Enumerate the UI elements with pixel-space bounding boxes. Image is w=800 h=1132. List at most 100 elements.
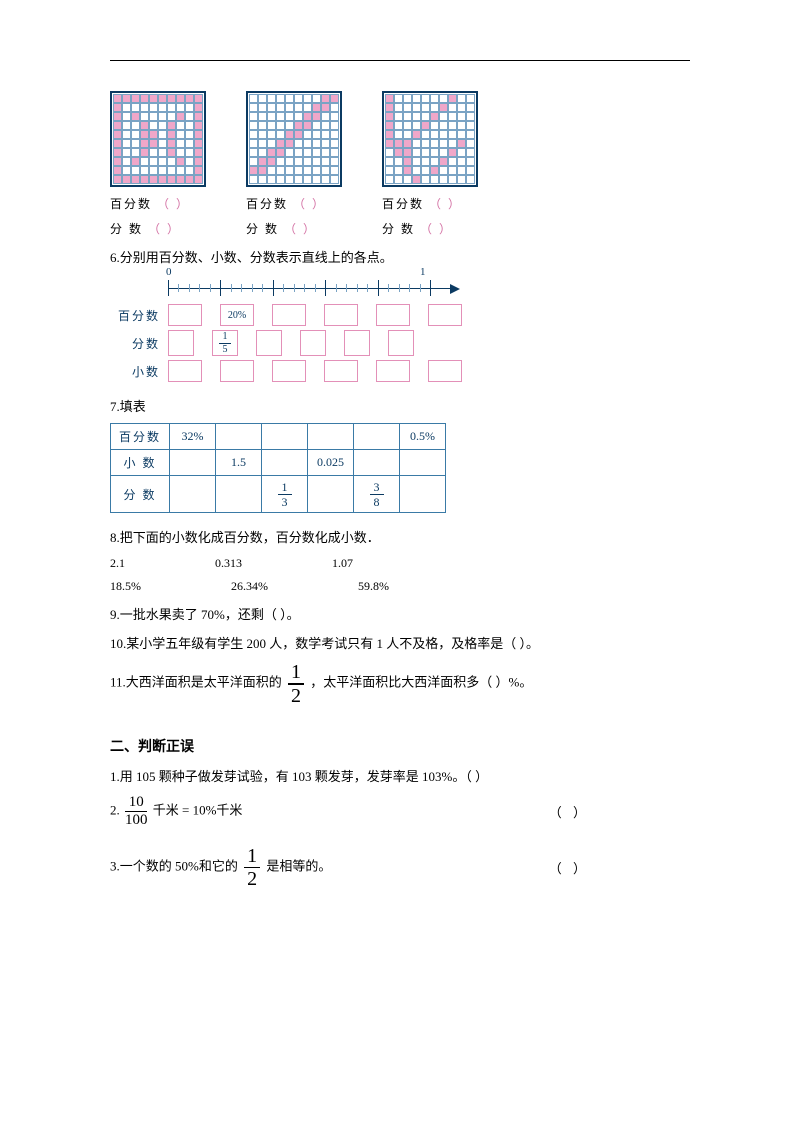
grid-cell — [285, 94, 294, 103]
grid-cell — [403, 175, 412, 184]
q8-title: 8.把下面的小数化成百分数，百分数化成小数． — [110, 527, 690, 546]
grid-cell — [394, 130, 403, 139]
grid-cell — [294, 139, 303, 148]
grid-cell — [439, 121, 448, 130]
grid-cell — [412, 121, 421, 130]
grid-cell — [140, 166, 149, 175]
q6-percent-label: 百分数 — [110, 307, 160, 324]
grid-cell — [294, 157, 303, 166]
grid-cell — [457, 148, 466, 157]
grid-cell — [312, 139, 321, 148]
grid-cell — [321, 94, 330, 103]
grid-cell — [276, 148, 285, 157]
grid-cell — [321, 103, 330, 112]
grid-cell — [394, 175, 403, 184]
grid-cell — [466, 121, 475, 130]
answer-box: 20% — [220, 304, 254, 326]
grid-cell — [258, 148, 267, 157]
q5-grid-2: 百分数 （ ） 分 数 （ ） — [246, 91, 342, 237]
answer-box — [220, 360, 254, 382]
grid-cell — [448, 94, 457, 103]
table-cell: 26.34% — [231, 579, 268, 594]
table-cell: 32% — [170, 424, 216, 450]
grid-cell — [122, 130, 131, 139]
grid-cell — [113, 148, 122, 157]
q5-grid-1: 百分数 （ ） 分 数 （ ） — [110, 91, 206, 237]
q5-grids: 百分数 （ ） 分 数 （ ） 百分数 （ ） 分 数 （ ） 百分数 — [110, 91, 690, 237]
label-one: 1 — [420, 266, 426, 278]
grid-cell — [403, 130, 412, 139]
table-cell: 18.5% — [110, 579, 141, 594]
grid-cell — [249, 103, 258, 112]
grid-cell — [158, 157, 167, 166]
grid-cell — [303, 103, 312, 112]
grid-cell — [385, 94, 394, 103]
grid-cell — [448, 157, 457, 166]
grid-cell — [330, 94, 339, 103]
grid-cell — [439, 103, 448, 112]
grid-cell — [394, 121, 403, 130]
grid-cell — [276, 130, 285, 139]
answer-box — [300, 330, 326, 356]
grid-cell — [276, 166, 285, 175]
grid-cell — [403, 157, 412, 166]
grid-cell — [412, 148, 421, 157]
grid-cell — [285, 130, 294, 139]
grid-cell — [167, 103, 176, 112]
answer-box — [428, 304, 462, 326]
blank-paren: （ ） — [549, 858, 590, 877]
grid-cell — [439, 175, 448, 184]
grid-cell — [466, 103, 475, 112]
table-cell: 分 数 — [111, 476, 170, 513]
blank-paren: （ ） — [429, 197, 462, 211]
grid-cell — [412, 139, 421, 148]
grid-cell — [412, 103, 421, 112]
grid-cell — [457, 103, 466, 112]
grid-cell — [421, 157, 430, 166]
grid-cell — [276, 112, 285, 121]
blank-paren: （ ） — [293, 197, 326, 211]
table-cell: 2.1 — [110, 556, 125, 571]
grid-cell — [303, 130, 312, 139]
q6-fraction-label: 分数 — [110, 335, 160, 352]
grid-cell — [285, 112, 294, 121]
grid-cell — [448, 139, 457, 148]
grid-cell — [312, 175, 321, 184]
grid-cell — [122, 94, 131, 103]
table-cell: 小 数 — [111, 450, 170, 476]
grid-cell — [448, 130, 457, 139]
grid-cell — [403, 103, 412, 112]
q7-table: 百分数32%0.5%小 数1.50.025分 数1338 — [110, 423, 446, 513]
grid-cell — [122, 175, 131, 184]
table-cell — [170, 476, 216, 513]
q6-title: 6.分别用百分数、小数、分数表示直线上的各点。 — [110, 247, 690, 266]
answer-box — [324, 360, 358, 382]
grid-cell — [194, 157, 203, 166]
grid-cell — [330, 166, 339, 175]
grid-cell — [457, 112, 466, 121]
grid-cell — [430, 166, 439, 175]
grid-cell — [276, 157, 285, 166]
table-cell — [354, 424, 400, 450]
grid-cell — [330, 112, 339, 121]
grid-cell — [321, 112, 330, 121]
grid-cell — [158, 148, 167, 157]
grid-cell — [385, 112, 394, 121]
grid-cell — [421, 148, 430, 157]
answer-box — [344, 330, 370, 356]
grid-cell — [330, 103, 339, 112]
grid-cell — [194, 112, 203, 121]
grid-cell — [258, 166, 267, 175]
grid-cell — [421, 121, 430, 130]
grid-cell — [385, 157, 394, 166]
grid-cell — [258, 94, 267, 103]
grid-cell — [249, 166, 258, 175]
q6-number-line: 0 1 — [168, 276, 468, 300]
grid-cell — [140, 139, 149, 148]
grid-cell — [312, 130, 321, 139]
grid-cell — [131, 121, 140, 130]
fraction-10-100: 10100 — [125, 795, 148, 828]
grid-cell — [430, 94, 439, 103]
grid-cell — [421, 166, 430, 175]
q6-decimal-boxes — [168, 360, 462, 382]
